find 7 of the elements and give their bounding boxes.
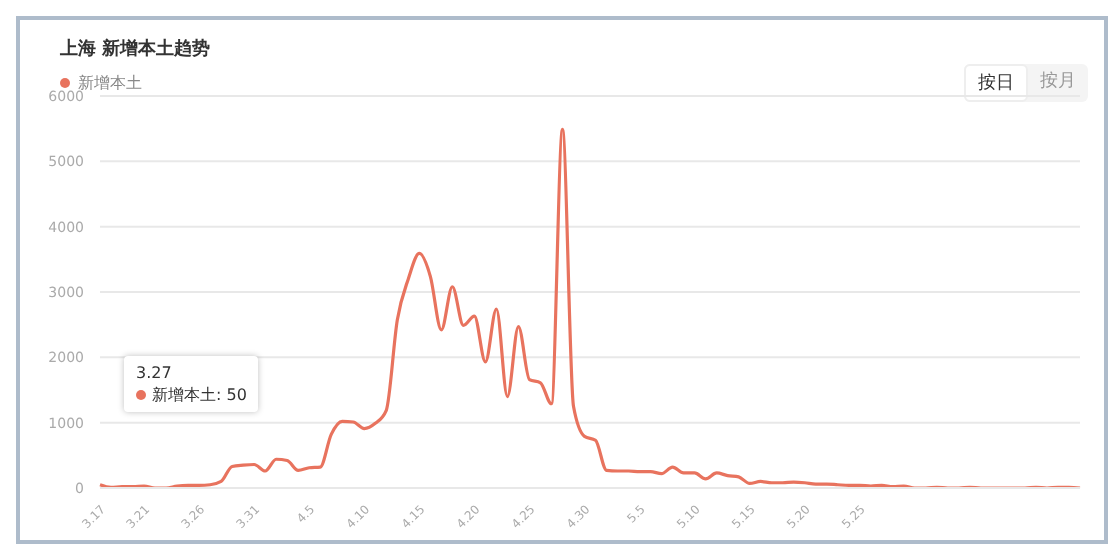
chart-title: 上海 新增本土趋势 bbox=[60, 36, 211, 62]
tooltip-box: 3.27 新增本土: 50 bbox=[124, 356, 259, 412]
line-series bbox=[98, 127, 1082, 488]
annotation: 3.27 bbox=[136, 362, 174, 384]
legend-label: 新增本土 bbox=[78, 72, 142, 92]
toggle-buttons: 按日 按月 bbox=[964, 64, 1088, 102]
annotation: 新增本土: 50 bbox=[150, 384, 247, 406]
